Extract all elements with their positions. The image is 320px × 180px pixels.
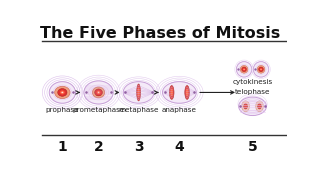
Text: 4: 4 <box>174 140 184 154</box>
Ellipse shape <box>256 101 263 112</box>
Ellipse shape <box>242 101 250 112</box>
Ellipse shape <box>257 66 265 73</box>
Text: The Five Phases of Mitosis: The Five Phases of Mitosis <box>40 26 280 41</box>
Ellipse shape <box>260 68 262 71</box>
Ellipse shape <box>58 89 67 96</box>
Ellipse shape <box>123 82 154 103</box>
Text: anaphase: anaphase <box>162 107 197 113</box>
Ellipse shape <box>60 91 65 94</box>
Ellipse shape <box>61 92 63 93</box>
Ellipse shape <box>253 62 269 77</box>
Ellipse shape <box>171 89 173 96</box>
Ellipse shape <box>242 67 246 72</box>
Ellipse shape <box>185 86 189 99</box>
Ellipse shape <box>98 92 99 93</box>
Ellipse shape <box>95 89 102 96</box>
Ellipse shape <box>169 86 174 99</box>
Ellipse shape <box>243 68 245 71</box>
Ellipse shape <box>186 89 188 96</box>
Ellipse shape <box>92 87 105 98</box>
Ellipse shape <box>260 69 261 70</box>
Ellipse shape <box>236 62 252 77</box>
Text: cytokinesis: cytokinesis <box>232 79 273 85</box>
Text: 2: 2 <box>94 140 103 154</box>
Text: metaphase: metaphase <box>118 107 159 113</box>
Text: 3: 3 <box>134 140 143 154</box>
Text: prophase: prophase <box>45 107 79 113</box>
Ellipse shape <box>137 84 140 101</box>
Ellipse shape <box>55 86 70 99</box>
Ellipse shape <box>259 67 263 72</box>
Ellipse shape <box>138 88 140 97</box>
Ellipse shape <box>244 104 248 109</box>
Ellipse shape <box>49 82 76 103</box>
Ellipse shape <box>240 66 248 73</box>
Text: telophase: telophase <box>235 89 270 95</box>
Ellipse shape <box>84 81 113 104</box>
Ellipse shape <box>258 104 261 109</box>
Text: prometaphase: prometaphase <box>72 107 125 113</box>
Text: 1: 1 <box>58 140 67 154</box>
Text: 5: 5 <box>248 140 257 154</box>
Ellipse shape <box>97 91 100 94</box>
Ellipse shape <box>163 82 196 103</box>
Ellipse shape <box>239 97 267 116</box>
